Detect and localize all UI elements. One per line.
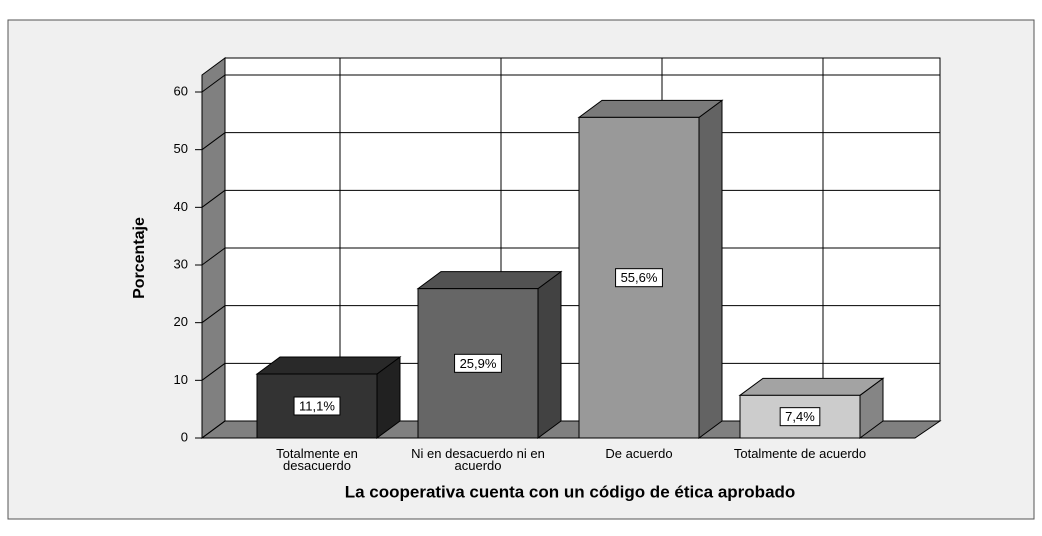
y-tick-label: 20	[174, 314, 188, 329]
value-label: 55,6%	[621, 270, 658, 285]
bar-top	[255, 356, 402, 375]
bar	[739, 394, 861, 439]
y-tick-label: 0	[181, 429, 188, 444]
y-axis-title: Porcentaje	[131, 217, 148, 299]
x-tick-label: De acuerdo	[605, 446, 673, 461]
y-tick-label: 10	[174, 372, 188, 387]
grid-line	[201, 74, 226, 93]
x-tick-label: Totalmente en desacuerdo	[276, 446, 358, 473]
x-tick-label: Ni en desacuerdo ni en acuerdo	[411, 446, 545, 473]
bar-top	[738, 377, 885, 396]
value-label-box	[615, 268, 663, 288]
bar-top	[577, 99, 724, 118]
value-label-box	[293, 396, 341, 416]
grid-line	[201, 305, 226, 324]
value-label: 7,4%	[785, 409, 815, 424]
bar-side	[537, 270, 562, 439]
grid-line	[201, 362, 226, 381]
y-tick-label: 60	[174, 83, 188, 98]
grid-line	[201, 420, 226, 439]
grid-line	[201, 247, 226, 266]
side-wall	[201, 57, 226, 439]
grid-line	[201, 189, 226, 208]
x-tick-label: Totalmente de acuerdo	[733, 446, 867, 461]
bar-side	[698, 99, 723, 439]
bar-top	[416, 271, 563, 290]
grid-line	[201, 132, 226, 151]
y-tick-label: 30	[174, 256, 188, 271]
value-label: 11,1%	[299, 398, 335, 413]
y-tick-label: 40	[174, 199, 188, 214]
value-label: 25,9%	[460, 356, 497, 371]
value-label-box	[779, 407, 821, 427]
y-tick-label: 50	[174, 141, 188, 156]
x-axis-title: La cooperativa cuenta con un código de é…	[345, 482, 796, 501]
value-label-box	[454, 353, 502, 373]
